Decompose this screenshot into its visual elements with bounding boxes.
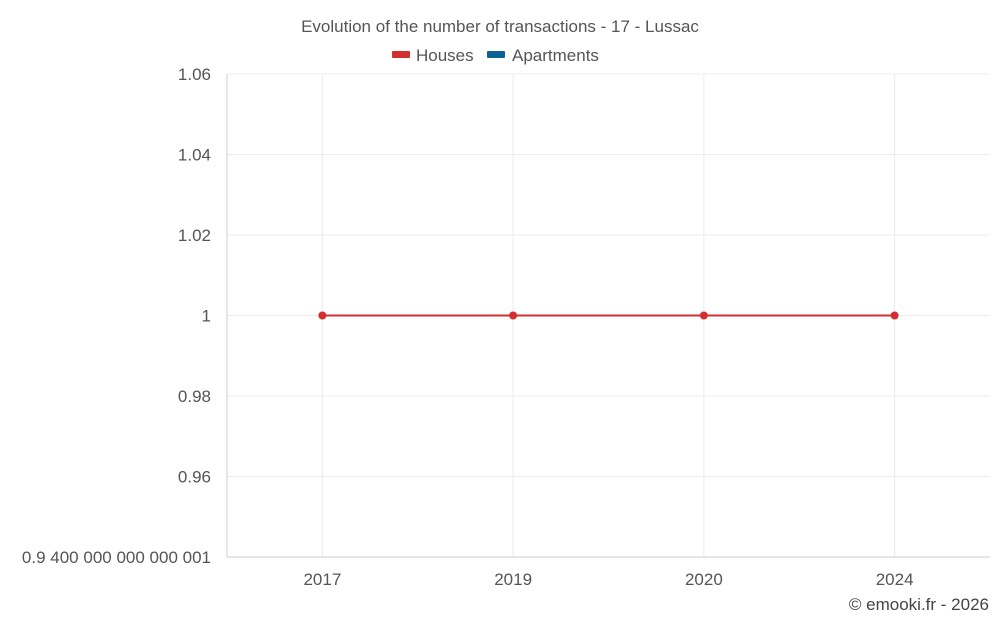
y-tick-label: 1.02 — [178, 226, 211, 245]
data-point-houses[interactable] — [318, 311, 327, 320]
y-axis-ticks: 0.9 400 000 000 000 001 0.96 0.98 1 1.02 1.04… — [22, 65, 211, 567]
chart-title: Evolution of the number of transactions … — [301, 17, 699, 36]
x-tick-label: 2019 — [494, 570, 532, 589]
y-tick-label: 0.96 — [178, 468, 211, 487]
legend: Houses Apartments — [392, 46, 599, 65]
data-point-houses[interactable] — [699, 311, 708, 320]
legend-swatch-apartments — [487, 51, 505, 58]
legend-item-houses[interactable]: Houses — [392, 46, 474, 65]
x-axis-ticks: 2017 2019 2020 2024 — [303, 570, 913, 589]
credit-text[interactable]: © emooki.fr - 2026 — [849, 595, 989, 614]
y-tick-label: 1 — [202, 307, 211, 326]
x-tick-label: 2020 — [685, 570, 723, 589]
series — [318, 311, 899, 320]
data-point-houses[interactable] — [890, 311, 899, 320]
legend-item-apartments[interactable]: Apartments — [487, 46, 599, 65]
y-tick-label: 0.98 — [178, 387, 211, 406]
legend-swatch-houses — [392, 51, 410, 58]
x-tick-label: 2017 — [303, 570, 341, 589]
legend-label-apartments: Apartments — [512, 46, 599, 65]
data-point-houses[interactable] — [509, 311, 518, 320]
y-tick-label: 0.9 400 000 000 000 001 — [22, 548, 211, 567]
legend-label-houses: Houses — [416, 46, 474, 65]
y-tick-label: 1.04 — [178, 146, 211, 165]
x-tick-label: 2024 — [876, 570, 914, 589]
axes — [226, 74, 990, 558]
y-tick-label: 1.06 — [178, 65, 211, 84]
